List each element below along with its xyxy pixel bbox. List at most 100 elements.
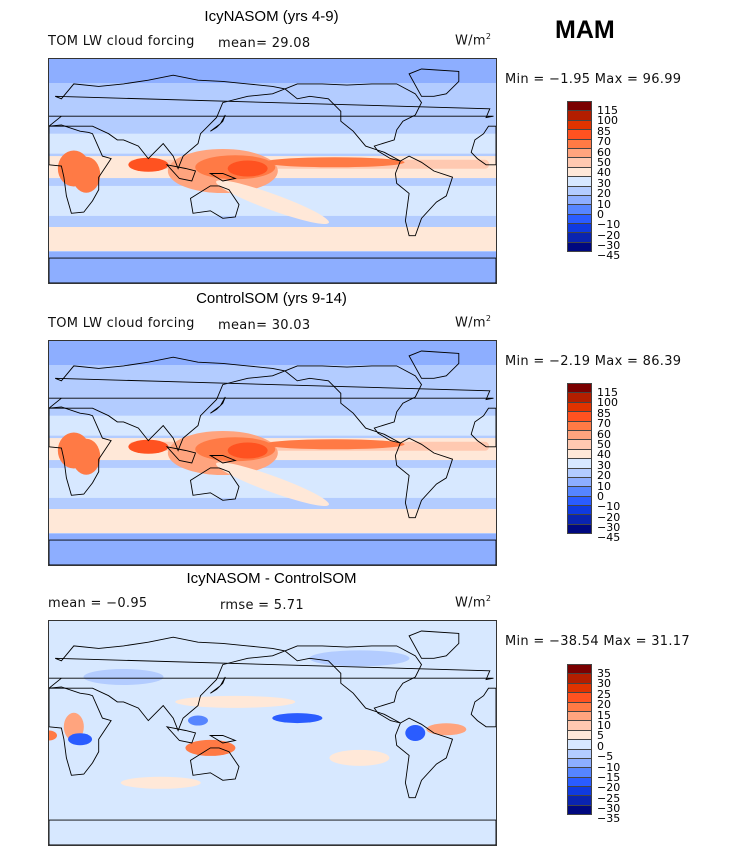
- colorbar-tick-label: 0: [597, 739, 604, 753]
- coastline: [394, 155, 454, 237]
- coastline: [210, 396, 226, 414]
- polar-band-north: [49, 341, 496, 365]
- coastline: [408, 68, 460, 97]
- colorbar-tick-label: −10: [597, 760, 621, 774]
- colorbar-tick-label: 20: [597, 698, 611, 712]
- min-max-label: Min = −1.95 Max = 96.99: [505, 72, 682, 87]
- units-label: W/m2: [455, 32, 491, 48]
- coastline: [470, 125, 496, 166]
- anomaly-blob: [68, 733, 93, 746]
- convection-blob: [128, 439, 169, 454]
- coastline: [190, 747, 240, 781]
- map-panel-3: [48, 620, 497, 846]
- coastline: [190, 467, 240, 501]
- coastline: [49, 406, 112, 496]
- map-panel-1: [48, 58, 497, 284]
- anomaly-blob: [188, 715, 208, 726]
- southern-band: [49, 509, 496, 533]
- coastline: [208, 735, 237, 744]
- convection-blob: [227, 160, 268, 177]
- coastline: [165, 164, 197, 182]
- colorbar-tick-label: 50: [597, 155, 611, 169]
- anomaly-blob: [405, 725, 426, 741]
- coastline: [284, 83, 423, 162]
- colorbar-tick-label: 115: [597, 104, 618, 117]
- coastline: [408, 350, 460, 379]
- panel-stat: rmse = 5.71: [220, 598, 304, 613]
- colorbar-tick-label: −30: [597, 521, 621, 535]
- subtropic-band-n: [49, 133, 496, 154]
- convection-blob: [128, 157, 169, 172]
- colorbar-tick-label: 50: [597, 437, 611, 451]
- colorbar-swatch: [567, 241, 592, 253]
- colorbar-tick-label: 35: [597, 667, 611, 680]
- colorbar-tick-label: 30: [597, 458, 611, 472]
- colorbar-tick-label: −5: [597, 750, 614, 764]
- anomaly-blob: [309, 650, 410, 667]
- panel-title: ControlSOM (yrs 9-14): [196, 290, 347, 307]
- colorbar-tick-label: 10: [597, 197, 611, 211]
- colorbar-tick-label: 15: [597, 708, 611, 722]
- colorbar-tick-label: −10: [597, 500, 621, 514]
- colorbar-tick-label: −35: [597, 812, 621, 826]
- colorbar-tick-label: 0: [597, 207, 604, 221]
- colorbar-labels: 115 100 85 70 60 50 40 30 20 10 0 −10 −20 −30 −45: [597, 104, 621, 263]
- polar-band-north: [49, 59, 496, 83]
- units-text: W/m: [455, 315, 486, 331]
- coastline: [208, 455, 237, 464]
- units-text: W/m: [455, 595, 486, 611]
- panel-left-label: TOM LW cloud forcing: [48, 34, 195, 49]
- colorbar-tick-label: 60: [597, 145, 611, 159]
- units-superscript: 2: [485, 32, 492, 41]
- coastline: [190, 185, 240, 219]
- colorbar-tick-label: −20: [597, 510, 621, 524]
- colorbar-tick-label: 85: [597, 124, 611, 138]
- convection-blob: [264, 157, 405, 168]
- colorbar-labels: 35 30 25 20 15 10 5 0 −5 −10 −15 −20 −25 −30 −35: [597, 667, 621, 826]
- colorbar-tick-label: −45: [597, 249, 621, 263]
- colorbar: [567, 101, 592, 253]
- anomaly-blob: [329, 749, 390, 766]
- coastline: [208, 173, 237, 182]
- coastline: [49, 124, 112, 214]
- coastline: [470, 687, 496, 728]
- coastline: [210, 114, 226, 132]
- polar-band-south: [49, 533, 496, 565]
- colorbar-tick-label: 30: [597, 677, 611, 691]
- colorbar-tick-label: −30: [597, 239, 621, 253]
- min-max-label: Min = −2.19 Max = 86.39: [505, 354, 682, 369]
- colorbar-tick-label: −10: [597, 218, 621, 232]
- colorbar-tick-label: 20: [597, 187, 611, 201]
- colorbar-tick-label: 85: [597, 406, 611, 420]
- colorbar-tick-label: 60: [597, 427, 611, 441]
- coastline: [394, 717, 454, 799]
- southern-band: [49, 227, 496, 251]
- coastline: [210, 676, 226, 694]
- coastline: [284, 365, 423, 444]
- spcz-band: [216, 180, 329, 224]
- coastline: [49, 257, 496, 283]
- coastline: [408, 630, 460, 659]
- panel-title: IcyNASOM - ControlSOM: [186, 570, 357, 587]
- colorbar-swatch: [567, 523, 592, 535]
- panel-left-label: mean = −0.95: [48, 596, 148, 611]
- colorbar-tick-label: −25: [597, 791, 621, 805]
- colorbar-tick-label: 25: [597, 687, 611, 701]
- convection-blob: [227, 442, 268, 459]
- coastline: [284, 645, 423, 724]
- colorbar-tick-label: 100: [597, 396, 618, 410]
- coastline: [394, 437, 454, 519]
- colorbar-tick-label: 5: [597, 729, 604, 743]
- panel-stat: mean= 30.03: [218, 318, 311, 333]
- colorbar-tick-label: 115: [597, 386, 618, 399]
- panel-title: IcyNASOM (yrs 4-9): [204, 8, 339, 25]
- colorbar-tick-label: −20: [597, 781, 621, 795]
- convection-blob: [72, 438, 101, 475]
- anomaly-blob: [49, 730, 57, 741]
- subtropic-band-n: [49, 415, 496, 436]
- spcz-band: [216, 462, 329, 506]
- colorbar-tick-label: −15: [597, 770, 621, 784]
- units-superscript: 2: [485, 594, 492, 603]
- coastline: [165, 446, 197, 464]
